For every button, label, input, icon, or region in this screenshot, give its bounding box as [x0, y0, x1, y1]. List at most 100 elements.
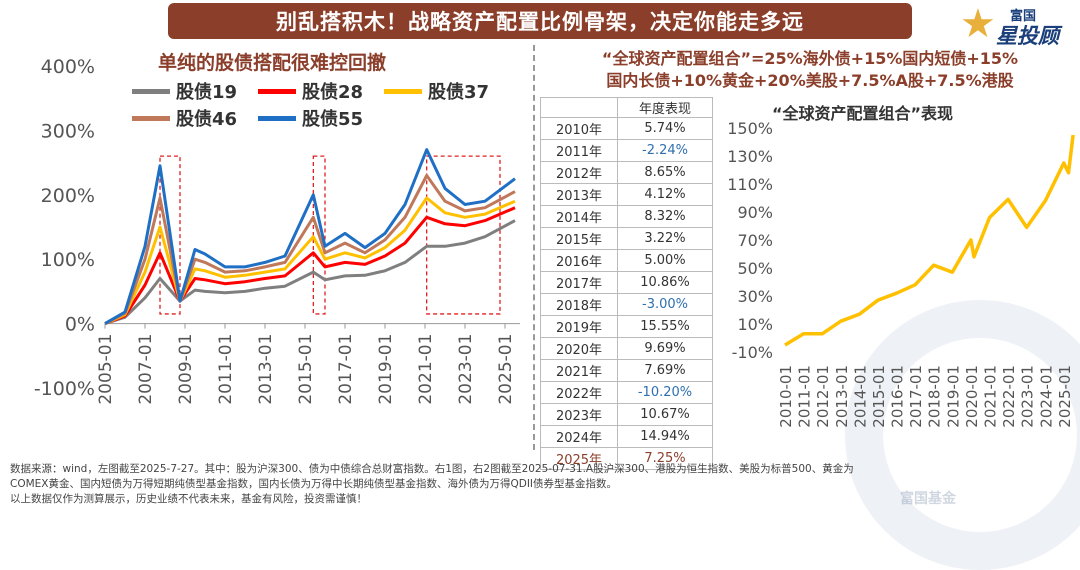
table-row: 2010年 5.74% [540, 117, 713, 140]
legend-item-4: 股债46 [132, 105, 237, 131]
table-row: 2024年 14.94% [540, 425, 713, 448]
x-tick-label: 2005-01 [96, 334, 116, 405]
y-tick-label: 0% [65, 314, 95, 336]
legend-item-5: 股债55 [258, 105, 363, 131]
series-line-股债37 [104, 196, 516, 325]
x-tick-label: 2012-01 [814, 365, 832, 428]
page-banner: 别乱搭积木！战略资产配置比例骨架，决定你能走多远 [168, 3, 912, 39]
portfolio-definition-line1: “全球资产配置组合”=25%海外债+15%国内短债+15% [601, 49, 1019, 68]
row-value: 5.00% [617, 249, 713, 272]
row-value: -2.24% [617, 139, 713, 162]
table-row: 2023年 10.67% [540, 403, 713, 426]
portfolio-definition-line2: 国内长债+10%黄金+20%美股+7.5%A股+7.5%港股 [606, 71, 1014, 90]
legend-label: 股债19 [176, 82, 238, 103]
x-tick-label: 2013-01 [833, 365, 851, 428]
row-value: 7.25% [617, 447, 713, 470]
y-tick-label: 100% [41, 249, 95, 271]
row-year: 2014年 [540, 205, 618, 228]
table-row: 2022年 -10.20% [540, 381, 713, 404]
table-row: 2016年 5.00% [540, 249, 713, 272]
table-row: 2019年 15.55% [540, 315, 713, 338]
x-tick-label: 2014-01 [851, 365, 869, 428]
row-year: 2015年 [540, 227, 618, 250]
x-tick-label: 2021-01 [981, 365, 999, 428]
x-tick-label: 2013-01 [256, 334, 276, 405]
row-value: 15.55% [617, 315, 713, 338]
table-row: 2020年 9.69% [540, 337, 713, 360]
row-year: 2013年 [540, 183, 618, 206]
y-tick-label: 30% [737, 287, 773, 306]
footnote-line1: 数据来源：wind，左图截至2025-7-27。其中：股为沪深300、债为中债综… [10, 463, 854, 475]
y-tick-label: 110% [727, 175, 773, 194]
x-tick-label: 2011-01 [216, 334, 236, 405]
legend-swatch [132, 88, 170, 94]
section-divider [533, 45, 535, 450]
table-header: 年度表现 [617, 97, 713, 118]
row-value: 8.32% [617, 205, 713, 228]
x-tick-label: 2016-01 [889, 365, 907, 428]
watermark-text: 富国基金 [900, 491, 956, 507]
row-value: 7.69% [617, 359, 713, 382]
row-year: 2025年 [540, 447, 618, 470]
row-year: 2024年 [540, 425, 618, 448]
row-year: 2023年 [540, 403, 618, 426]
left-chart-title: 单纯的股债搭配很难控回撤 [158, 52, 387, 74]
y-tick-label: 200% [41, 185, 95, 207]
x-tick-label: 2020-01 [963, 365, 981, 428]
x-tick-label: 2024-01 [1037, 365, 1055, 428]
right-chart-title: “全球资产配置组合”表现 [772, 104, 954, 123]
x-tick-label: 2017-01 [336, 334, 356, 405]
row-value: 3.22% [617, 227, 713, 250]
x-tick-label: 2022-01 [1000, 365, 1018, 428]
table-row: 2014年 8.32% [540, 205, 713, 228]
y-tick-label: 130% [727, 147, 773, 166]
y-tick-label: 70% [737, 231, 773, 250]
star-icon: ★ [960, 1, 996, 47]
left-line-chart: 400% 300% 200% 100% 0% -100% 2005-01 2007-01 200… [34, 56, 520, 405]
x-tick-label: 2017-01 [907, 365, 925, 428]
y-tick-label: 90% [737, 203, 773, 222]
legend-swatch [384, 88, 422, 94]
x-tick-label: 2015-01 [296, 334, 316, 405]
row-value: 5.74% [617, 117, 713, 140]
portfolio-definition: “全球资产配置组合”=25%海外债+15%国内短债+15% 国内长债+10%黄金… [540, 48, 1080, 92]
x-tick-label: 2007-01 [136, 334, 156, 405]
legend-label: 股债28 [302, 82, 364, 103]
x-tick-label: 2025-01 [1056, 365, 1074, 428]
series-line-股债46 [104, 174, 516, 325]
brand-logo: ★ 富国 星投顾 [958, 1, 1076, 48]
table-row: 2013年 4.12% [540, 183, 713, 206]
y-tick-label: -10% [732, 343, 773, 362]
legend-label: 股债46 [176, 109, 238, 130]
x-tick-label: 2015-01 [870, 365, 888, 428]
y-tick-label: 150% [727, 119, 773, 138]
row-year: 2016年 [540, 249, 618, 272]
footnote-line3: 以上数据仅作为测算展示，历史业绩不代表未来，基金有风险，投资需谨慎！ [10, 493, 367, 505]
logo-big-text: 星投顾 [996, 24, 1059, 48]
legend-swatch [132, 115, 170, 121]
right-line-chart: 150%130%110%90%70%50%30%10%-10%2010-01 20… [727, 119, 1075, 428]
drawdown-highlight-box [159, 155, 181, 315]
series-line-股债28 [104, 206, 516, 325]
x-tick-label: 2011-01 [796, 365, 814, 428]
table-row: 2011年 -2.24% [540, 139, 713, 162]
y-tick-label: -100% [34, 378, 95, 400]
x-tick-label: 2019-01 [944, 365, 962, 428]
x-tick-label: 2009-01 [176, 334, 196, 405]
row-value: 4.12% [617, 183, 713, 206]
y-tick-label: 400% [41, 56, 95, 78]
legend-swatch [258, 115, 296, 121]
annual-performance-table: 年度表现 2010年 5.74% 2011年 -2.24% 2012年 8.65% 2… [540, 97, 713, 470]
legend-item-1: 股债19 [132, 78, 237, 104]
banner-title: 别乱搭积木！战略资产配置比例骨架，决定你能走多远 [276, 10, 804, 34]
footnote-line2: COMEX黄金、国内短债为万得短期纯债型基金指数，国内长债为万得中长期纯债型基金… [10, 478, 618, 490]
series-line-股债19 [104, 219, 516, 326]
table-row: 2021年 7.69% [540, 359, 713, 382]
portfolio-performance-line [784, 134, 1075, 347]
table-row: 2015年 3.22% [540, 227, 713, 250]
drawdown-highlight-box [312, 155, 326, 315]
x-tick-label: 2025-01 [496, 334, 516, 405]
table-header-row: 年度表现 [540, 97, 713, 118]
y-tick-label: 50% [737, 259, 773, 278]
x-tick-label: 2021-01 [416, 334, 436, 405]
